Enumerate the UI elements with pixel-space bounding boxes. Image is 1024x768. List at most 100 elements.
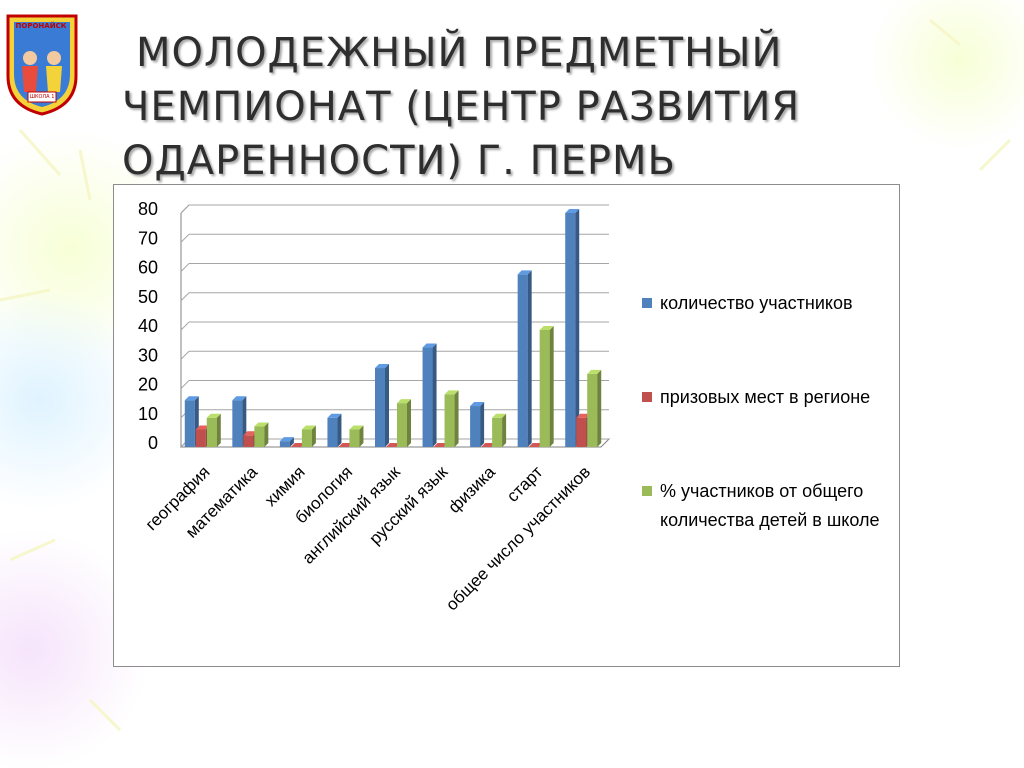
bar-top [279, 437, 294, 442]
bar [243, 435, 254, 447]
logo-caption: ПОРОНАЙСК [15, 22, 67, 30]
bar [301, 429, 312, 447]
legend-label: % участников от общего количества детей … [660, 481, 880, 530]
bar-side [407, 399, 411, 447]
bar-top [517, 270, 532, 275]
bar-side [337, 413, 342, 447]
decor-purple-balloon [0, 530, 150, 768]
bar-side [454, 390, 459, 447]
bar-top [375, 364, 389, 369]
gridline-depth [180, 321, 190, 331]
school-logo [6, 14, 78, 116]
legend-label: количество участников [660, 293, 853, 313]
bar-top [576, 413, 591, 418]
bar-side [216, 413, 221, 447]
y-tick-label: 80 [138, 199, 158, 219]
bar-top [254, 422, 269, 427]
y-tick-label: 30 [138, 345, 158, 365]
bar-zero [386, 443, 400, 447]
legend-item-prizes: призовых мест в регионе [642, 383, 882, 412]
bar [470, 406, 481, 447]
gridline-depth [180, 380, 190, 389]
bar [195, 429, 206, 447]
y-tick-label: 40 [138, 316, 158, 336]
bar-top [470, 402, 485, 407]
bar-top [492, 413, 507, 418]
y-tick-label: 20 [138, 375, 158, 395]
bar-side [432, 343, 437, 447]
bar-side [385, 364, 389, 447]
slide-title-line-1: МОЛОДЕЖНЫЙ ПРЕДМЕТНЫЙ [136, 30, 783, 76]
bar [397, 403, 407, 447]
bar-top [195, 425, 210, 430]
x-tick-label: старт [503, 462, 547, 506]
gridline-depth [180, 263, 190, 272]
bar [576, 417, 587, 447]
bar-side [480, 402, 485, 447]
bar-side [502, 413, 507, 447]
bar-top [587, 369, 602, 374]
bar-top [301, 425, 316, 430]
gridline-depth [180, 204, 190, 214]
y-tick-label: 70 [138, 228, 158, 248]
legend-swatch-blue [642, 298, 652, 308]
bar [206, 417, 217, 447]
bar-top [397, 399, 411, 404]
x-tick-label: физика [444, 462, 499, 517]
slide-title-line-3: ОДАРЕННОСТИ) Г. ПЕРМЬ [122, 138, 676, 184]
bar-top [327, 413, 342, 418]
bar-top [243, 431, 258, 436]
y-tick-label: 50 [138, 287, 158, 307]
bar [254, 426, 265, 447]
bar [232, 400, 243, 447]
gridline-depth [180, 233, 190, 243]
slide-title: МОЛОДЕЖНЫЙ ПРЕДМЕТНЫЙ ЧЕМПИОНАТ (ЦЕНТР Р… [122, 26, 842, 188]
bar [587, 373, 598, 447]
decor-sun-rays [0, 18, 1012, 732]
legend-swatch-green [642, 486, 652, 496]
bar-side [575, 209, 580, 447]
bar-top [539, 326, 554, 330]
bar-top [422, 343, 437, 348]
bar [375, 368, 385, 447]
bar [184, 400, 195, 447]
bar-side [311, 425, 316, 447]
y-tick-label: 60 [138, 258, 158, 278]
bar [327, 417, 338, 447]
bar-zero [433, 443, 448, 447]
bar [565, 213, 576, 447]
bar-top [184, 396, 199, 401]
legend-label: призовых мест в регионе [660, 387, 871, 407]
bar-side [359, 425, 364, 447]
decor-yellow-balloon-2 [870, 0, 1024, 150]
chart-container: 0 10 20 30 40 50 60 70 80 география математика хими… [113, 184, 900, 667]
legend-swatch-red [642, 392, 652, 402]
bar [492, 417, 503, 447]
legend-item-percent: % участников от общего количества детей … [642, 477, 882, 535]
decor-blue-balloon [0, 290, 150, 510]
bar-top [444, 390, 459, 395]
bar [539, 330, 550, 447]
bar-side [549, 326, 554, 447]
gridline-depth [180, 350, 190, 360]
bar-zero [528, 443, 543, 447]
bar-top [349, 425, 364, 430]
bar [279, 441, 290, 447]
gridline-depth [180, 292, 190, 302]
logo-badge: ШКОЛА 1 [29, 94, 55, 100]
y-tick-label: 0 [148, 433, 158, 453]
bar [349, 429, 360, 447]
bar-side [597, 369, 602, 447]
bar [422, 347, 433, 447]
bar-top [232, 396, 247, 401]
bar-top [206, 413, 221, 418]
bar-top [565, 209, 580, 213]
bar-side [289, 437, 294, 447]
legend-item-participants: количество участников [642, 289, 882, 318]
bar-zero [338, 443, 353, 447]
y-tick-label: 10 [138, 404, 158, 424]
bar [444, 394, 455, 447]
bar-zero [481, 443, 496, 447]
bar-side [527, 270, 532, 447]
